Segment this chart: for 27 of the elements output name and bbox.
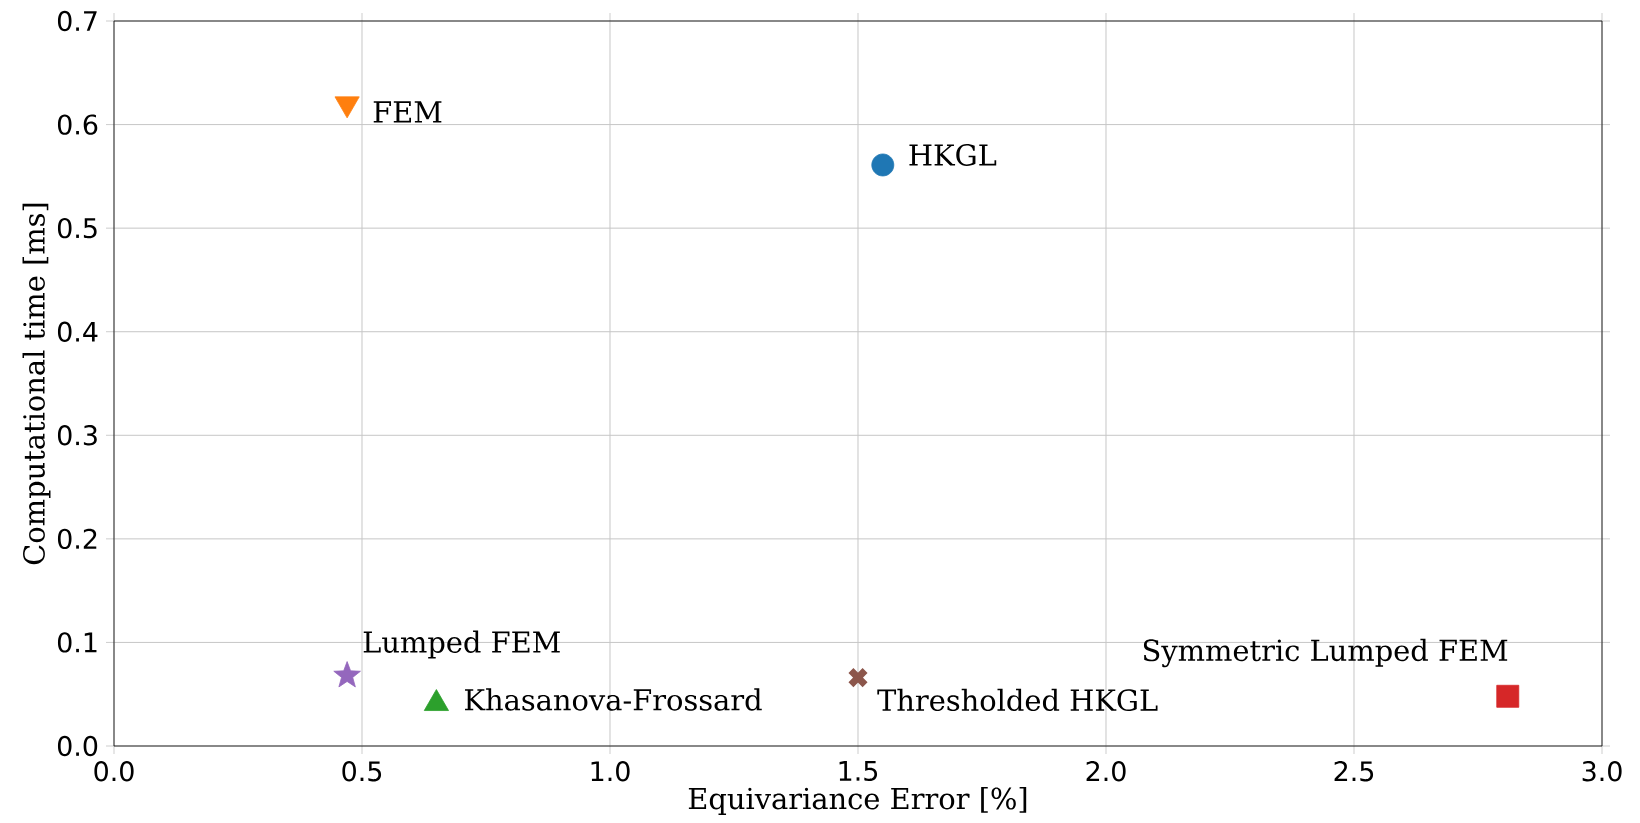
x-tick-label: 2.0 (1086, 761, 1126, 782)
y-tick-label: 0.0 (57, 735, 98, 757)
series-label: Symmetric Lumped FEM (1143, 638, 1508, 668)
series-label: Thresholded HKGL (877, 688, 1158, 712)
y-tick-label: 0.2 (57, 528, 97, 550)
x-tick-label: 3.0 (1582, 761, 1622, 782)
y-tick-label: 0.4 (57, 321, 98, 342)
series-label: Lumped FEM (363, 630, 560, 659)
point (1496, 684, 1520, 708)
x-axis-title: Equivariance Error [%] (688, 787, 1027, 816)
x-tick-label: 1.5 (839, 761, 878, 782)
y-tick-label: 0.5 (57, 217, 97, 239)
y-tick-label: 0.7 (57, 10, 97, 32)
y-tick-label: 0.6 (57, 114, 98, 135)
x-tick-label: 1.0 (591, 761, 630, 782)
y-tick-label: 0.3 (57, 425, 97, 446)
x-tick-label: 0.0 (94, 761, 134, 782)
legend-label: HKGL (909, 144, 997, 166)
point (847, 667, 869, 689)
y-tick-label: 0.1 (57, 632, 97, 653)
point (334, 96, 360, 119)
series-label: Khasanova-Frossard (465, 688, 762, 711)
x-tick-label: 0.5 (342, 761, 382, 782)
point (333, 661, 361, 688)
series-label: FEM (373, 101, 442, 123)
y-axis-title: Computational time [ms] (22, 203, 51, 565)
x-tick-label: 2.5 (1334, 761, 1374, 782)
